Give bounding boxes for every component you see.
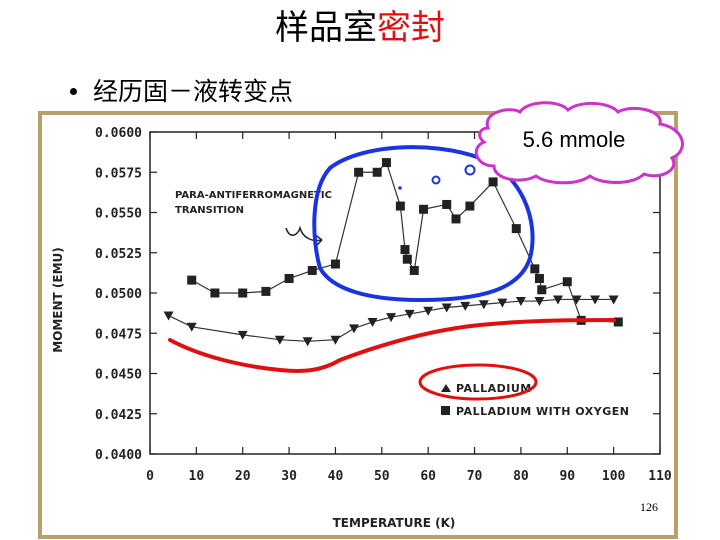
y-tick-label: 0.0500	[95, 287, 142, 302]
data-point-square	[442, 199, 452, 209]
blue-mark-1	[431, 175, 441, 185]
legend-label-palladium-oxygen: PALLADIUM WITH OXYGEN	[456, 405, 629, 418]
data-point-triangle	[274, 335, 285, 345]
cloud-callout-text: 5.6 mmole	[523, 127, 626, 152]
data-point-square	[562, 277, 572, 287]
x-tick-label: 30	[281, 469, 297, 484]
y-tick-label: 0.0575	[95, 166, 142, 181]
data-point-triangle	[460, 301, 471, 311]
data-point-square	[465, 201, 475, 211]
x-tick-label: 20	[235, 469, 251, 484]
data-point-triangle	[367, 317, 378, 327]
data-point-square	[537, 285, 547, 295]
data-point-square	[187, 275, 197, 285]
data-point-triangle	[163, 311, 174, 321]
bullet-text: 经历固－液转变点	[93, 77, 294, 106]
data-point-square	[284, 274, 294, 284]
data-point-triangle	[441, 303, 452, 313]
data-point-square	[381, 158, 391, 168]
data-point-square	[419, 204, 429, 214]
red-highlight-curve	[168, 318, 616, 373]
data-point-triangle	[330, 335, 341, 345]
blue-mark-2	[464, 164, 476, 176]
data-point-square	[511, 224, 521, 234]
data-point-square	[395, 201, 405, 211]
data-point-triangle	[423, 306, 434, 316]
title-red: 密封	[377, 8, 445, 48]
data-point-triangle	[302, 337, 313, 347]
slide-title: 样品室密封	[0, 6, 720, 50]
data-point-triangle	[590, 295, 601, 305]
data-point-triangle	[186, 322, 197, 332]
x-tick-label: 0	[146, 469, 154, 484]
cloud-callout	[474, 101, 684, 185]
data-point-square	[488, 177, 498, 187]
data-point-square	[354, 167, 364, 177]
data-point-triangle	[497, 298, 508, 308]
bullet-dot	[70, 87, 77, 95]
data-point-triangle	[386, 313, 397, 323]
legend-marker-square	[441, 406, 450, 415]
data-point-triangle	[515, 297, 526, 307]
x-tick-label: 100	[602, 469, 626, 484]
y-tick-label: 0.0400	[95, 448, 142, 463]
x-axis-label: TEMPERATURE (K)	[333, 516, 456, 530]
x-tick-label: 50	[374, 469, 390, 484]
data-point-triangle	[608, 295, 619, 305]
y-axis-label: MOMENT (EMU)	[51, 247, 65, 353]
data-point-triangle	[404, 309, 415, 319]
data-point-square	[530, 264, 540, 274]
legend-label-palladium: PALLADIUM	[456, 382, 532, 395]
transition-label-2: TRANSITION	[175, 205, 244, 216]
y-tick-label: 0.0450	[95, 368, 142, 383]
data-point-triangle	[349, 324, 359, 334]
chart-series	[163, 158, 623, 347]
data-point-triangle	[553, 295, 563, 305]
data-point-square	[238, 288, 248, 298]
data-point-square	[210, 288, 220, 298]
x-tick-label: 80	[513, 469, 529, 484]
data-point-square	[402, 254, 412, 264]
x-tick-label: 90	[559, 469, 575, 484]
red-legend-circle	[418, 363, 538, 401]
title-black: 样品室	[275, 8, 377, 48]
data-point-square	[372, 167, 382, 177]
data-point-square	[409, 265, 419, 275]
bullet-item: 经历固－液转变点	[70, 74, 293, 110]
data-point-square	[534, 274, 544, 284]
y-tick-label: 0.0550	[95, 207, 142, 222]
y-tick-label: 0.0525	[95, 247, 142, 262]
image-frame	[38, 111, 678, 539]
x-tick-label: 70	[467, 469, 483, 484]
x-tick-label: 40	[328, 469, 344, 484]
y-tick-label: 0.0600	[95, 126, 142, 141]
chart-ticks: 0 10 20 30 40 50 60 70 80 90 100 110 0.0400 0.0425 0.0…	[95, 126, 672, 484]
blue-mark-3	[398, 186, 402, 190]
legend-marker-triangle	[441, 384, 451, 392]
data-point-triangle	[571, 295, 582, 305]
data-point-square	[451, 214, 461, 224]
y-tick-label: 0.0475	[95, 327, 142, 342]
data-point-square	[613, 317, 623, 327]
data-point-triangle	[534, 297, 545, 307]
page-number: 126	[640, 500, 658, 514]
y-tick-label: 0.0425	[95, 408, 142, 423]
data-point-triangle	[478, 300, 489, 310]
data-point-square	[261, 286, 271, 296]
data-point-triangle	[237, 330, 248, 340]
blue-highlight-outline	[312, 145, 535, 303]
data-point-square	[330, 259, 340, 269]
x-tick-label: 10	[189, 469, 205, 484]
data-point-square	[307, 265, 317, 275]
x-tick-label: 110	[648, 469, 672, 484]
data-point-square	[400, 245, 410, 255]
x-tick-label: 60	[420, 469, 436, 484]
transition-label-1: PARA-ANTIFERROMAGNETIC	[175, 190, 332, 201]
